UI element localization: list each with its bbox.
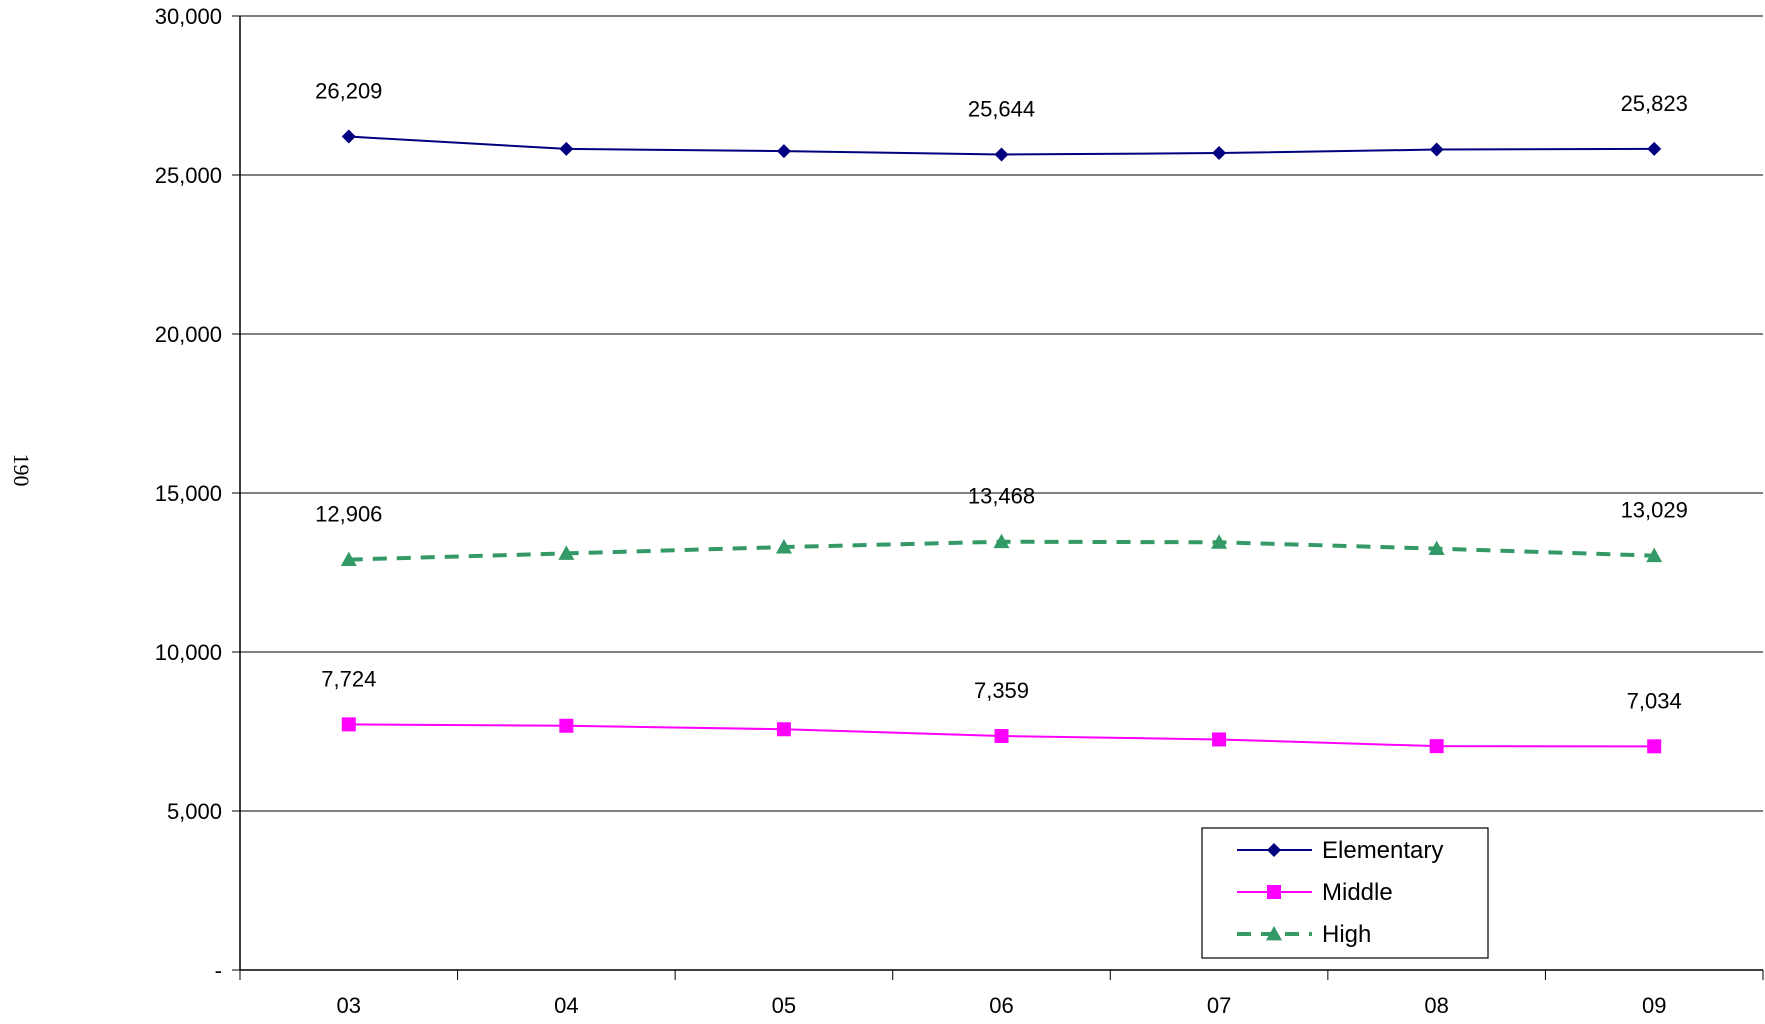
data-point	[1211, 534, 1228, 549]
y-tick-label: 30,000	[155, 4, 222, 29]
data-label: 12,906	[315, 502, 382, 527]
data-labels: 26,209 25,644 25,823 7,724 7,359 7,034 12,906 1…	[315, 79, 1688, 714]
data-point	[1429, 739, 1444, 754]
data-point	[1212, 146, 1227, 161]
data-point	[559, 141, 574, 156]
data-point	[340, 551, 357, 566]
y-tick-label: 15,000	[155, 481, 222, 506]
x-tick-label: 06	[989, 993, 1013, 1018]
data-label: 7,359	[974, 678, 1029, 703]
data-point	[776, 144, 791, 159]
data-point	[993, 533, 1010, 549]
x-tick-label: 09	[1642, 993, 1666, 1018]
y-tick-label: 25,000	[155, 163, 222, 188]
data-point	[1212, 732, 1227, 747]
x-tick-label: 03	[337, 993, 361, 1018]
data-point	[558, 545, 575, 560]
gridlines	[240, 15, 1763, 812]
data-point	[1428, 540, 1445, 556]
data-label: 25,644	[968, 97, 1035, 122]
legend-marker-middle	[1267, 885, 1281, 899]
data-point	[1646, 547, 1663, 563]
x-tick-label: 08	[1424, 993, 1448, 1018]
x-tick-label: 07	[1207, 993, 1231, 1018]
data-label: 25,823	[1621, 91, 1688, 116]
axes: - 5,000 10,000 15,000 20,000 25,000 30,000 03 04…	[155, 4, 1764, 1018]
page-number: 190	[9, 454, 34, 487]
series-elementary	[341, 129, 1662, 162]
data-label: 13,029	[1621, 498, 1688, 523]
x-tick-label: 05	[772, 993, 796, 1018]
data-label: 13,468	[968, 484, 1035, 509]
data-point	[776, 722, 791, 737]
x-tick-label: 04	[554, 993, 578, 1018]
legend-label-middle: Middle	[1322, 879, 1393, 906]
data-point	[775, 539, 792, 554]
legend: Elementary Middle High	[1201, 827, 1489, 959]
data-point	[994, 728, 1009, 743]
data-label: 7,034	[1627, 688, 1682, 713]
data-point	[341, 717, 356, 732]
series	[340, 129, 1663, 754]
data-point	[994, 147, 1009, 162]
legend-label-elementary: Elementary	[1322, 837, 1443, 864]
legend-marker-high	[1266, 926, 1282, 941]
y-tick-label: 10,000	[155, 640, 222, 665]
series-middle	[341, 717, 1662, 754]
data-point	[1647, 141, 1662, 156]
data-point	[559, 718, 574, 733]
data-label: 7,724	[321, 666, 376, 691]
data-point	[1647, 739, 1662, 754]
data-label: 26,209	[315, 79, 382, 104]
y-tick-label: 5,000	[167, 799, 222, 824]
y-tick-label: -	[215, 958, 222, 983]
data-point	[341, 129, 356, 144]
legend-label-high: High	[1322, 921, 1371, 948]
legend-marker-elementary	[1267, 843, 1281, 857]
data-point	[1429, 142, 1444, 157]
y-tick-label: 20,000	[155, 322, 222, 347]
series-high	[340, 533, 1663, 566]
